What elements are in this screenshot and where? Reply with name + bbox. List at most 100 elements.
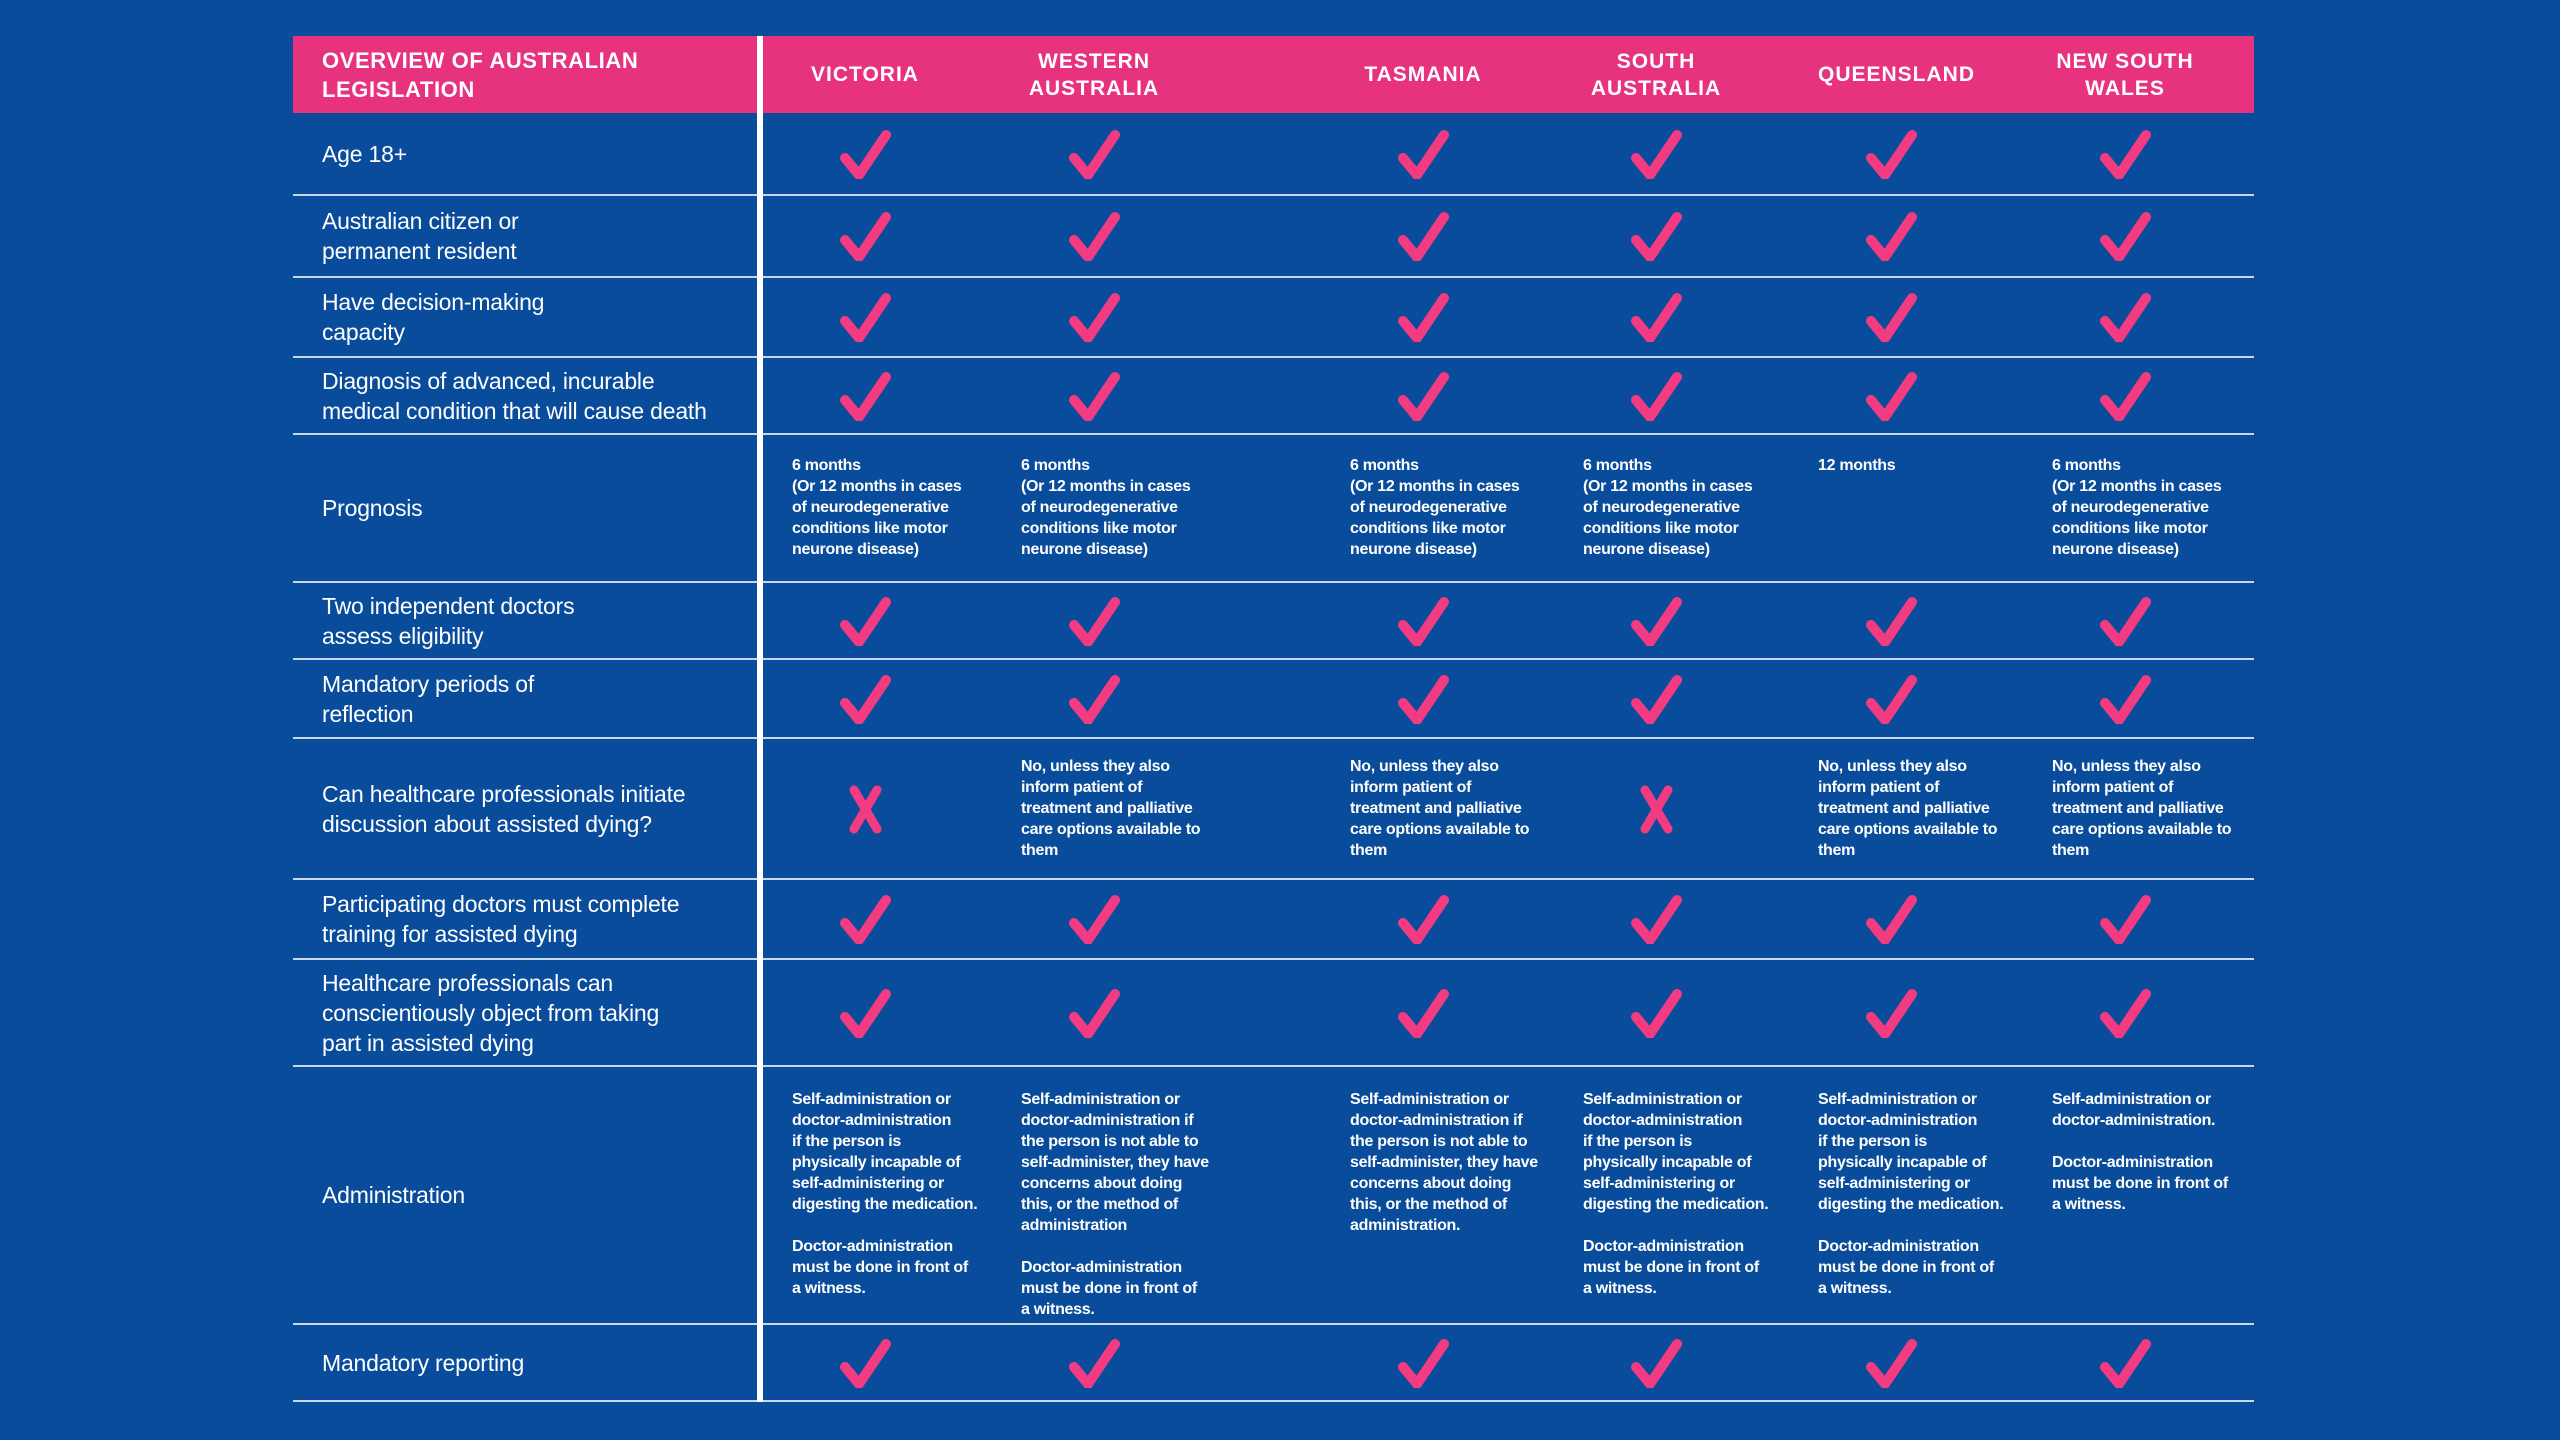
check-icon [1398, 371, 1449, 421]
cell-text: 6 months (Or 12 months in cases of neuro… [1583, 457, 1753, 558]
cell-text: Self-administration or doctor-administra… [1818, 1091, 2004, 1297]
check-mark [2052, 1338, 2198, 1388]
cell-victoria [763, 960, 992, 1065]
cell-victoria: 6 months (Or 12 months in cases of neuro… [763, 435, 992, 581]
row-cells [763, 583, 2254, 658]
cell-text: No, unless they also inform patient of t… [1350, 758, 1530, 859]
check-icon [1398, 988, 1449, 1038]
row-label: Mandatory periods of reflection [322, 670, 535, 727]
check-mark [792, 129, 938, 179]
check-mark [1583, 988, 1729, 1038]
check-mark [2052, 988, 2198, 1038]
cell-text: No, unless they also inform patient of t… [2052, 758, 2232, 859]
cell-new-south-wales: Self-administration or doctor-administra… [2023, 1067, 2254, 1323]
cell-tasmania [1321, 880, 1554, 958]
cell-tasmania [1321, 278, 1554, 356]
row-label: Healthcare professionals can conscientio… [322, 969, 660, 1056]
check-mark [1583, 371, 1729, 421]
check-icon [1631, 1338, 1682, 1388]
check-mark [1583, 894, 1729, 944]
cell-south-australia [1554, 583, 1789, 658]
check-icon [1398, 1338, 1449, 1388]
row-label: Two independent doctors assess eligibili… [322, 592, 575, 649]
check-icon [1866, 129, 1917, 179]
cross-mark [792, 782, 938, 836]
check-mark [1350, 371, 1496, 421]
row-label: Diagnosis of advanced, incurable medical… [322, 367, 707, 424]
check-icon [1866, 988, 1917, 1038]
check-mark [1818, 292, 1964, 342]
check-icon [2100, 988, 2151, 1038]
cell-text: Self-administration or doctor-administra… [1583, 1091, 1769, 1297]
cell-text: 6 months (Or 12 months in cases of neuro… [1350, 457, 1520, 558]
check-mark [1818, 988, 1964, 1038]
row-cells [763, 1325, 2254, 1400]
check-icon [1398, 293, 1449, 342]
table-row: Participating doctors must complete trai… [293, 880, 2254, 960]
table-header-row: OVERVIEW OF AUSTRALIAN LEGISLATION VICTO… [293, 36, 2254, 113]
cell-tasmania [1321, 583, 1554, 658]
check-icon [1398, 212, 1449, 261]
check-icon [1069, 895, 1120, 944]
vertical-divider-line [757, 36, 763, 1402]
check-mark [1818, 211, 1964, 261]
check-mark [1021, 988, 1167, 1038]
cell-queensland [1789, 960, 2023, 1065]
check-mark [1021, 129, 1167, 179]
check-icon [2100, 596, 2151, 646]
cell-south-australia [1554, 880, 1789, 958]
cell-south-australia [1554, 278, 1789, 356]
check-mark [1583, 129, 1729, 179]
check-icon [1631, 596, 1682, 646]
cell-queensland [1789, 358, 2023, 433]
check-icon [1631, 895, 1682, 944]
cell-western-australia [992, 358, 1321, 433]
row-label: Participating doctors must complete trai… [322, 891, 680, 947]
check-mark [1021, 674, 1167, 724]
cell-text: No, unless they also inform patient of t… [1021, 758, 1201, 859]
check-mark [2052, 596, 2198, 646]
check-mark [1021, 211, 1167, 261]
check-mark [1021, 292, 1167, 342]
cell-victoria [763, 660, 992, 737]
check-icon [1069, 596, 1120, 646]
check-mark [1583, 596, 1729, 646]
check-icon [2100, 129, 2151, 179]
check-mark [792, 674, 938, 724]
cell-tasmania: 6 months (Or 12 months in cases of neuro… [1321, 435, 1554, 581]
check-mark [2052, 292, 2198, 342]
check-mark [792, 988, 938, 1038]
cell-text: Self-administration or doctor-administra… [1021, 1091, 1209, 1318]
row-label: Can healthcare professionals initiate di… [322, 780, 686, 837]
check-icon [2100, 674, 2151, 724]
cell-tasmania: No, unless they also inform patient of t… [1321, 739, 1554, 878]
check-mark [1021, 596, 1167, 646]
table-row: Healthcare professionals can conscientio… [293, 960, 2254, 1067]
check-icon [1866, 212, 1917, 261]
check-mark [1818, 1338, 1964, 1388]
cross-icon [1640, 785, 1673, 833]
check-icon [1398, 895, 1449, 944]
cell-victoria [763, 880, 992, 958]
table-row: Mandatory reporting [293, 1325, 2254, 1402]
cell-text: 12 months [1818, 457, 1896, 474]
check-icon [1398, 129, 1449, 179]
cell-tasmania [1321, 960, 1554, 1065]
row-cells [763, 113, 2254, 194]
check-mark [1021, 894, 1167, 944]
check-icon [840, 371, 891, 421]
check-mark [792, 371, 938, 421]
check-icon [840, 212, 891, 261]
row-label: Australian citizen or permanent resident [322, 208, 519, 264]
column-header-queensland: QUEENSLAND [1789, 36, 2023, 113]
check-icon [2100, 212, 2151, 261]
check-icon [840, 895, 891, 944]
table-row: Two independent doctors assess eligibili… [293, 583, 2254, 660]
cell-victoria [763, 583, 992, 658]
cell-tasmania [1321, 113, 1554, 194]
cell-text: Self-administration or doctor-administra… [792, 1091, 978, 1297]
cell-western-australia: No, unless they also inform patient of t… [992, 739, 1321, 878]
check-icon [1069, 988, 1120, 1038]
check-mark [1021, 1338, 1167, 1388]
cell-queensland [1789, 113, 2023, 194]
